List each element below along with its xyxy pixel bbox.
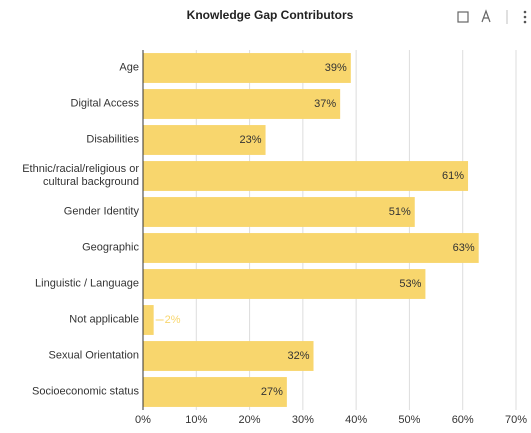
y-tick-label: Ethnic/racial/religious or cultural back…: [22, 163, 139, 188]
x-tick-label: 30%: [292, 414, 314, 426]
y-tick-label: Disabilities: [86, 133, 139, 146]
y-tick-label: Not applicable: [69, 313, 139, 326]
value-label: 39%: [325, 62, 347, 74]
chart-icon[interactable]: [457, 11, 469, 23]
bar: [143, 89, 341, 119]
bar: [143, 305, 154, 335]
y-tick-label: Socioeconomic status: [32, 385, 139, 398]
y-tick-label: Geographic: [82, 241, 139, 254]
toolbar[interactable]: [457, 9, 527, 24]
bar: [143, 197, 415, 227]
y-tick-label: Age: [119, 61, 139, 74]
x-tick-label: 60%: [452, 414, 474, 426]
bar: [143, 269, 426, 299]
y-tick-label: Linguistic / Language: [35, 277, 139, 290]
value-label: 63%: [453, 242, 475, 254]
x-tick-label: 10%: [185, 414, 207, 426]
y-tick-label: Digital Access: [70, 97, 139, 110]
y-tick-label: Sexual Orientation: [48, 349, 140, 362]
value-label: 2%: [165, 314, 181, 326]
bar: [143, 161, 469, 191]
value-label: 37%: [314, 98, 336, 110]
y-tick-label: Gender Identity: [63, 205, 139, 218]
bar: [143, 341, 314, 371]
x-tick-label: 20%: [239, 414, 261, 426]
value-label: 23%: [240, 134, 262, 146]
x-tick-label: 40%: [345, 414, 367, 426]
value-label: 27%: [261, 386, 283, 398]
bar: [143, 125, 266, 155]
chart-title: Knowledge Gap Contributors: [187, 8, 354, 22]
value-label: 51%: [389, 206, 411, 218]
x-tick-label: 50%: [398, 414, 420, 426]
menu-icon[interactable]: [523, 10, 527, 24]
value-label: 32%: [287, 350, 309, 362]
bar: [143, 233, 479, 263]
bar: [143, 377, 287, 407]
x-tick-label: 70%: [505, 414, 527, 426]
bar: [143, 53, 351, 83]
sort-icon[interactable]: [481, 9, 491, 23]
value-label: 53%: [399, 278, 421, 290]
x-tick-label: 0%: [135, 414, 151, 426]
value-label: 61%: [442, 170, 464, 182]
